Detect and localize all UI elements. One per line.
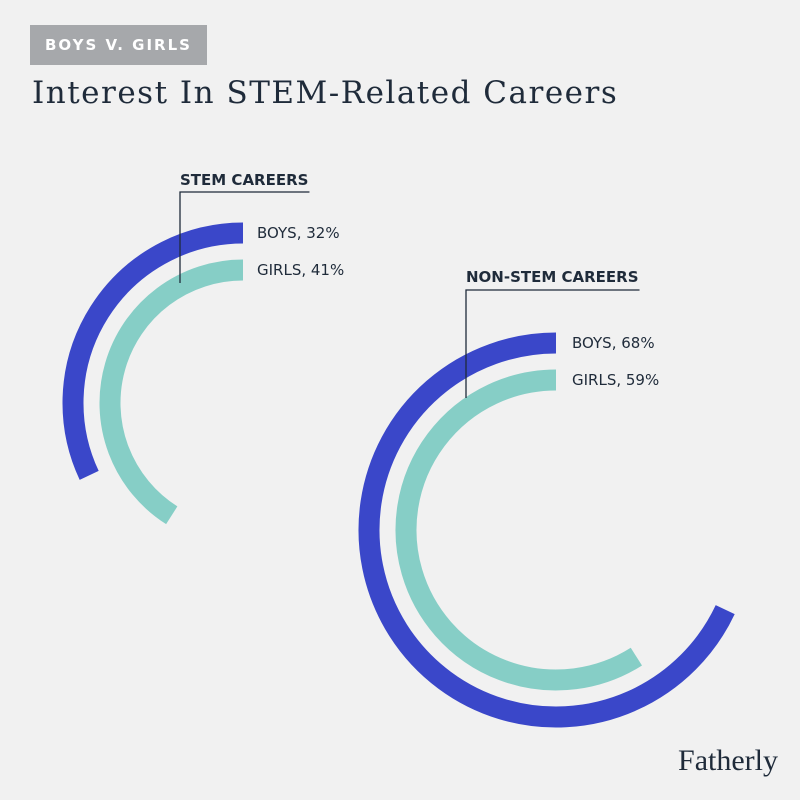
arc-stem-girls xyxy=(99,259,244,525)
category-tag: BOYS V. GIRLS xyxy=(30,25,207,65)
label-nonstem-boys: BOYS, 68% xyxy=(572,334,655,352)
arc-stem-boys xyxy=(62,222,244,480)
arc-nonstem-boys xyxy=(358,332,735,728)
chart-title: Interest In STEM-Related Careers xyxy=(32,75,619,111)
group-label-nonstem: NON-STEM CAREERS xyxy=(466,268,639,286)
leader-nonstem xyxy=(465,289,640,398)
group-label-stem: STEM CAREERS xyxy=(180,171,308,189)
fatherly-logo: Fatherly xyxy=(678,744,778,777)
leader-stem xyxy=(179,191,310,283)
group-nonstem: NON-STEM CAREERS BOYS, 68% GIRLS, 59% xyxy=(358,268,735,728)
label-nonstem-girls: GIRLS, 59% xyxy=(572,371,659,389)
arc-nonstem-girls xyxy=(395,369,642,691)
group-stem: STEM CAREERS BOYS, 32% GIRLS, 41% xyxy=(62,171,344,525)
label-stem-boys: BOYS, 32% xyxy=(257,224,340,242)
label-stem-girls: GIRLS, 41% xyxy=(257,261,344,279)
